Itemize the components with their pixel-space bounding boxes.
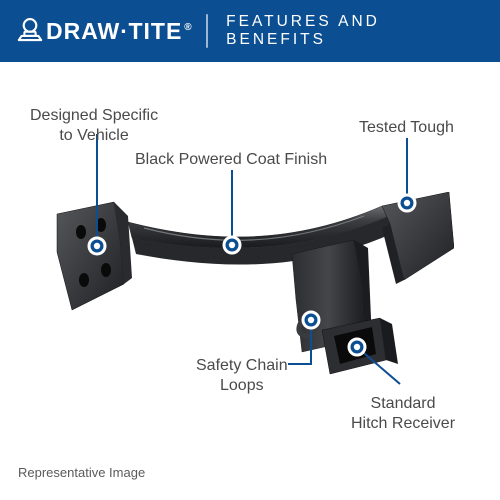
diagram-canvas: Designed Specific to Vehicle Black Powere… bbox=[0, 62, 500, 500]
callout-label-blackcoat: Black Powered Coat Finish bbox=[135, 150, 327, 170]
header-divider bbox=[206, 14, 208, 48]
callout-label-tough: Tested Tough bbox=[359, 118, 454, 138]
callout-label-designed: Designed Specific to Vehicle bbox=[30, 106, 158, 146]
callout-label-receiver: Standard Hitch Receiver bbox=[351, 394, 455, 434]
callout-blackcoat: Black Powered Coat Finish bbox=[135, 150, 327, 170]
trailer-ball-icon bbox=[16, 17, 44, 45]
footer-note: Representative Image bbox=[18, 465, 145, 480]
header-bar: DRAW·TITE® FEATURES AND BENEFITS bbox=[0, 0, 500, 62]
callout-tough: Tested Tough bbox=[359, 118, 454, 138]
header-title: FEATURES AND BENEFITS bbox=[226, 13, 482, 49]
brand-reg: ® bbox=[184, 22, 192, 33]
callout-designed: Designed Specific to Vehicle bbox=[30, 106, 158, 146]
callout-chain: Safety Chain Loops bbox=[196, 356, 288, 396]
brand-tite: TITE bbox=[128, 18, 182, 44]
brand-draw: DRAW bbox=[46, 18, 120, 44]
brand-text: DRAW·TITE® bbox=[46, 18, 192, 45]
callout-receiver: Standard Hitch Receiver bbox=[351, 394, 455, 434]
callout-label-chain: Safety Chain Loops bbox=[196, 356, 288, 396]
brand-logo: DRAW·TITE® bbox=[16, 17, 192, 45]
